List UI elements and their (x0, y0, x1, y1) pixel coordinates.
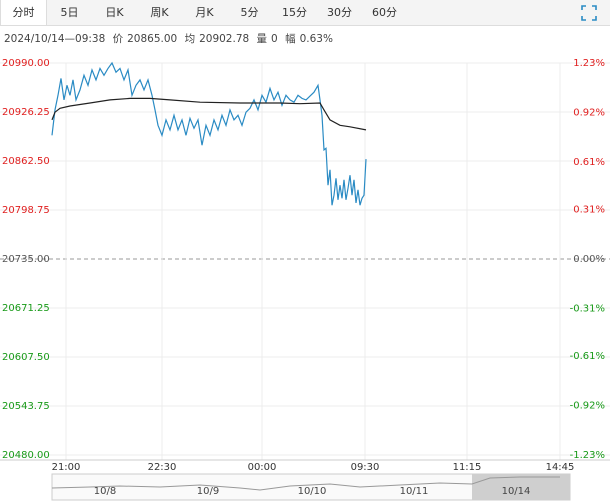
tab[interactable]: 周K (150, 6, 169, 19)
info-label: 幅 (285, 33, 296, 45)
info-vol: 0 (271, 33, 278, 45)
tab[interactable]: 日K (105, 6, 124, 19)
navigator-label: 10/8 (94, 486, 116, 497)
tab-bar: 分时 5日 日K 周K 月K 5分 15分 30分 60分 (0, 0, 610, 26)
x-tick-label: 11:15 (453, 462, 482, 473)
x-tick-label: 00:00 (248, 462, 277, 473)
chart: 20990.00 20926.25 20862.50 20798.75 20735.00… (0, 58, 610, 501)
y-tick-label: 20926.25 (2, 107, 50, 118)
fullscreen-icon[interactable] (580, 4, 598, 22)
x-tick-label: 22:30 (148, 462, 177, 473)
y-tick-label: 20543.75 (2, 401, 50, 412)
navigator-label: 10/14 (502, 486, 531, 497)
info-avg: 20902.78 (199, 33, 250, 45)
tab[interactable]: 5日 (60, 6, 79, 19)
y-tick-label: 20480.00 (2, 450, 50, 461)
info-label: 价 (112, 33, 124, 45)
y2-tick-label: -0.92% (570, 401, 605, 412)
info-time: 2024/10/14—09:38 (4, 33, 106, 45)
info-price: 20865.00 (127, 33, 178, 45)
y2-tick-label: 0.31% (573, 205, 605, 216)
y-tick-label: 20990.00 (2, 58, 50, 69)
y2-tick-label: -0.61% (570, 351, 605, 362)
y2-tick-label: 1.23% (573, 58, 605, 69)
x-tick-label: 21:00 (52, 462, 81, 473)
navigator-label: 10/9 (197, 486, 219, 497)
tab[interactable]: 月K (195, 6, 214, 19)
info-label: 均 (184, 33, 196, 45)
tab[interactable]: 分时 (0, 0, 47, 25)
y2-tick-label: 0.61% (573, 157, 605, 168)
y2-tick-label: -1.23% (570, 450, 605, 461)
y2-tick-label: -0.31% (570, 303, 605, 314)
navigator-label: 10/11 (400, 486, 429, 497)
series-line (51, 61, 367, 206)
tab[interactable]: 5分 (240, 6, 259, 19)
info-amp: 0.63% (299, 33, 333, 45)
x-tick-label: 14:45 (546, 462, 575, 473)
navigator-label: 10/10 (298, 486, 327, 497)
y-tick-label: 20671.25 (2, 303, 50, 314)
tab[interactable]: 15分 (282, 6, 307, 19)
y-tick-label: 20735.00 (2, 254, 50, 265)
y-tick-label: 20798.75 (2, 205, 50, 216)
y2-tick-label: 0.00% (573, 254, 605, 265)
tab[interactable]: 30分 (327, 6, 352, 19)
x-tick-label: 09:30 (351, 462, 380, 473)
navigator-line (51, 476, 560, 491)
y2-tick-label: 0.92% (573, 107, 605, 118)
series-line (51, 97, 367, 131)
y-tick-label: 20607.50 (2, 352, 50, 363)
tab[interactable]: 60分 (372, 6, 397, 19)
y-tick-label: 20862.50 (2, 156, 50, 167)
info-label: 量 (256, 33, 268, 45)
